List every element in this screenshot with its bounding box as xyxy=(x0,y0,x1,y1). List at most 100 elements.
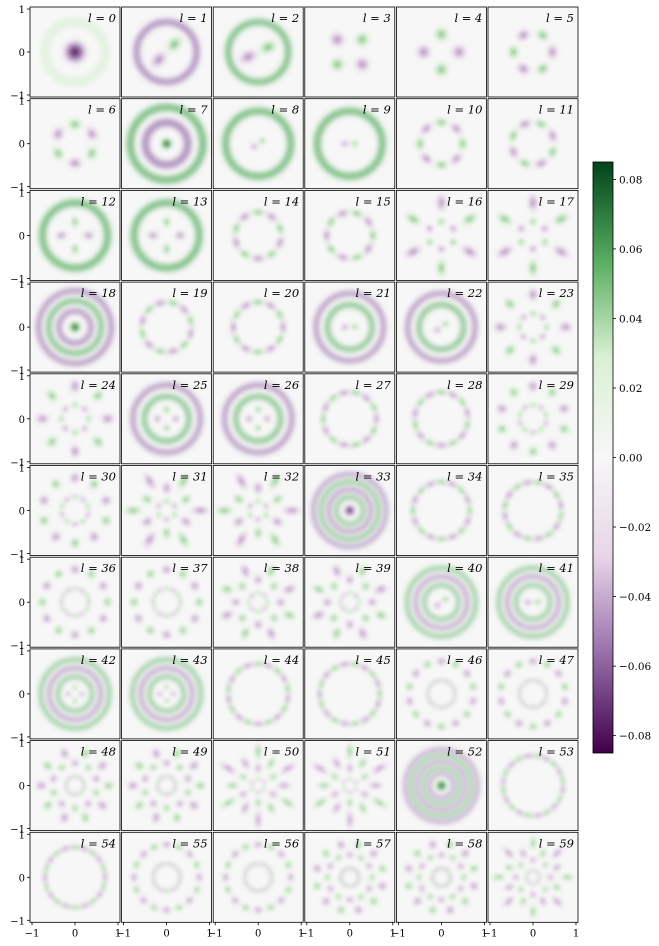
outer-lobe xyxy=(344,618,355,631)
outer-lobe xyxy=(184,895,195,906)
outer-lobe xyxy=(264,902,277,912)
outer-lobe xyxy=(267,789,279,799)
inner-lobe xyxy=(71,697,79,705)
outer-lobe xyxy=(444,904,456,916)
outer-lobe xyxy=(344,851,355,859)
panel-label: l = 49 xyxy=(172,745,207,759)
outer-lobe xyxy=(138,895,149,906)
angular-lobe xyxy=(324,241,338,257)
panel-background xyxy=(396,282,487,373)
inner-lobe xyxy=(448,237,458,248)
panel-frame xyxy=(395,465,487,556)
outer-lobe xyxy=(33,412,51,425)
panel-label: l = 36 xyxy=(81,561,116,575)
inner-lobe xyxy=(61,404,70,414)
panel-l22: l = 22 xyxy=(395,281,487,373)
inner-lobe xyxy=(157,775,166,782)
outer-lobe xyxy=(403,863,415,874)
outer-lobe xyxy=(456,861,466,871)
outer-ring xyxy=(313,291,386,364)
inner-lobe xyxy=(528,244,538,254)
outer-lobe xyxy=(267,470,283,492)
outer-lobe xyxy=(239,562,252,580)
field-pattern xyxy=(125,746,208,825)
inner-lobe xyxy=(516,237,526,248)
inner-lobe xyxy=(540,223,550,234)
angular-lobe xyxy=(50,125,66,143)
colorbar-tick-label: 0.00 xyxy=(619,453,642,465)
outer-lobe xyxy=(321,597,334,608)
field-pattern xyxy=(39,199,111,272)
panel-background xyxy=(304,557,395,648)
outer-lobe xyxy=(69,442,81,460)
field-pattern xyxy=(497,566,570,639)
field-pattern xyxy=(133,19,200,85)
outer-lobe xyxy=(502,342,518,358)
outer-lobe xyxy=(275,781,293,790)
y-tick-label: 0 xyxy=(19,598,25,609)
panel-l42: l = 42 1 0 −1 xyxy=(10,647,121,744)
angular-lobe xyxy=(432,159,451,171)
outer-lobe xyxy=(176,624,189,637)
panel-label: l = 16 xyxy=(447,194,482,208)
outer-lobe xyxy=(37,514,51,527)
field-pattern xyxy=(40,17,110,87)
outer-lobe xyxy=(99,494,113,507)
angular-lobe xyxy=(418,151,434,167)
outer-ring xyxy=(405,566,478,639)
outer-lobe xyxy=(489,873,508,882)
outer-lobe xyxy=(160,840,173,849)
outer-lobe xyxy=(276,849,287,860)
inner-lobe xyxy=(70,241,80,257)
inner-lobe xyxy=(253,590,263,596)
panel-frame xyxy=(304,281,396,373)
outer-ring xyxy=(56,674,94,713)
field-pattern xyxy=(231,207,286,264)
inner-lobe xyxy=(70,494,80,500)
inner-lobe xyxy=(516,409,524,420)
outer-lobe xyxy=(553,708,564,720)
inner-lobe xyxy=(253,516,263,523)
outer-lobe xyxy=(99,514,113,527)
angular-lobe xyxy=(249,207,268,218)
inner-lobe xyxy=(249,779,255,786)
panel-label: l = 11 xyxy=(539,103,574,117)
inner-lobe xyxy=(261,785,267,793)
panel-frame xyxy=(395,373,487,465)
inner-lobe xyxy=(262,510,270,520)
outer-lobe xyxy=(459,244,480,260)
panel-l2: l = 2 xyxy=(212,6,304,98)
y-tick-label: −1 xyxy=(10,733,25,744)
outer-lobe xyxy=(427,904,438,916)
outer-ring xyxy=(39,199,111,272)
outer-lobe xyxy=(410,668,422,680)
panel-label: l = 57 xyxy=(356,836,392,850)
outer-lobe xyxy=(402,244,424,260)
angular-lobe xyxy=(236,247,253,261)
panel-l0: l = 0 1 0 −1 xyxy=(10,5,121,102)
x-tick-label: 1 xyxy=(481,928,487,939)
field-pattern xyxy=(218,740,299,831)
panel-background xyxy=(304,282,395,373)
field-pattern xyxy=(229,298,288,357)
central-lobe xyxy=(159,136,174,151)
inner-lobe xyxy=(430,678,441,685)
panel-frame xyxy=(304,556,396,648)
y-tick-label: 1 xyxy=(19,830,25,841)
panel-l24: l = 24 1 0 −1 xyxy=(10,372,121,469)
y-tick-label: 1 xyxy=(19,97,25,108)
outer-lobe xyxy=(174,798,185,809)
inner-lobe xyxy=(536,404,546,412)
field-pattern xyxy=(322,208,378,263)
outer-lobe xyxy=(237,772,249,782)
panel-l54: l = 54 1 0 −1−1 0 1 xyxy=(10,830,121,939)
angular-lobe xyxy=(324,214,338,230)
outer-lobe xyxy=(417,861,427,871)
outer-lobe xyxy=(553,668,564,680)
central-lobe xyxy=(434,778,449,793)
outer-ring xyxy=(505,574,561,630)
inner-lobe xyxy=(81,230,96,241)
angular-lobe xyxy=(239,661,257,671)
outer-ring xyxy=(141,394,192,444)
inner-lobe xyxy=(515,322,523,333)
